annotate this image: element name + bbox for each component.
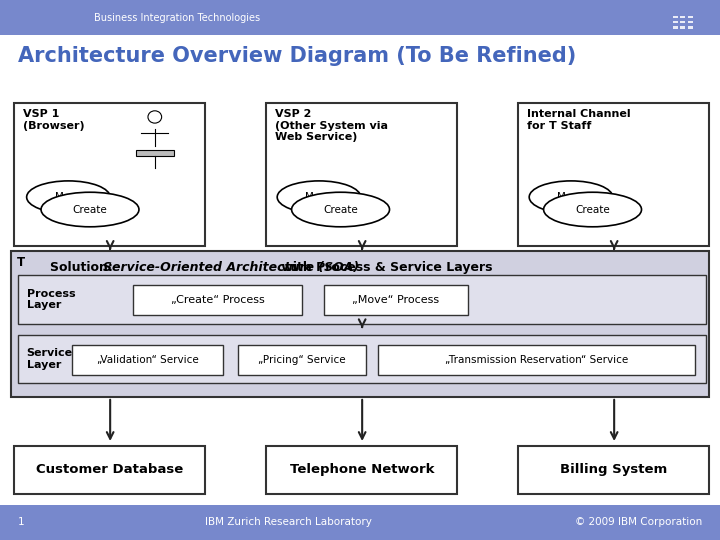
Text: Solution:: Solution: (50, 261, 117, 274)
Bar (673, 16, 678, 18)
Text: „Transmission Reservation“ Service: „Transmission Reservation“ Service (445, 355, 628, 365)
Bar (673, 21, 678, 23)
Bar (14, 103, 205, 246)
Text: IBM Zurich Research Laboratory: IBM Zurich Research Laboratory (204, 517, 372, 528)
Bar (673, 26, 678, 29)
Text: Create: Create (323, 205, 358, 214)
Bar (688, 26, 693, 29)
Bar (688, 16, 693, 18)
Text: Customer Database: Customer Database (36, 463, 184, 476)
Text: Process
Layer: Process Layer (27, 289, 76, 310)
Bar (518, 446, 709, 494)
Bar (680, 16, 685, 18)
Text: Create: Create (73, 205, 107, 214)
Text: Telephone Network: Telephone Network (289, 463, 434, 476)
Text: © 2009 IBM Corporation: © 2009 IBM Corporation (575, 517, 702, 528)
Bar (518, 103, 709, 246)
Bar (18, 275, 706, 324)
Text: „Pricing“ Service: „Pricing“ Service (258, 355, 346, 365)
Bar (680, 26, 685, 29)
Ellipse shape (544, 192, 642, 227)
Text: T: T (17, 256, 24, 269)
Text: Service-Oriented Architecture (SOA): Service-Oriented Architecture (SOA) (103, 261, 359, 274)
Text: VSP 1
(Browser): VSP 1 (Browser) (23, 109, 85, 131)
Ellipse shape (148, 111, 162, 123)
Text: VSP 2
(Other System via
Web Service): VSP 2 (Other System via Web Service) (275, 109, 388, 142)
Bar (18, 335, 706, 383)
Text: Move: Move (305, 192, 333, 202)
Bar (238, 345, 366, 375)
Bar (135, 150, 174, 156)
Bar (680, 21, 685, 23)
Text: 1: 1 (18, 517, 24, 528)
Bar (0, 505, 720, 540)
Text: Internal Channel
for T Staff: Internal Channel for T Staff (527, 109, 631, 131)
Text: „Validation“ Service: „Validation“ Service (96, 355, 199, 365)
Bar (14, 446, 205, 494)
Text: Create: Create (575, 205, 610, 214)
Text: Move: Move (55, 192, 82, 202)
Ellipse shape (529, 181, 613, 213)
Bar (688, 21, 693, 23)
Text: Service
Layer: Service Layer (27, 348, 73, 370)
Bar (266, 103, 457, 246)
Bar (324, 285, 468, 315)
Bar (72, 345, 223, 375)
Bar (133, 285, 302, 315)
Ellipse shape (41, 192, 139, 227)
Bar (0, 0, 720, 35)
Text: Architecture Overview Diagram (To Be Refined): Architecture Overview Diagram (To Be Ref… (18, 46, 576, 66)
Text: Move: Move (557, 192, 585, 202)
Ellipse shape (277, 181, 361, 213)
Text: Business Integration Technologies: Business Integration Technologies (94, 12, 260, 23)
Text: „Create“ Process: „Create“ Process (171, 295, 265, 305)
Ellipse shape (27, 181, 110, 213)
Bar (11, 251, 709, 397)
Text: with Process & Service Layers: with Process & Service Layers (277, 261, 492, 274)
Ellipse shape (292, 192, 390, 227)
Bar (266, 446, 457, 494)
Text: „Move“ Process: „Move“ Process (352, 295, 440, 305)
Text: Billing System: Billing System (560, 463, 667, 476)
Bar (378, 345, 695, 375)
